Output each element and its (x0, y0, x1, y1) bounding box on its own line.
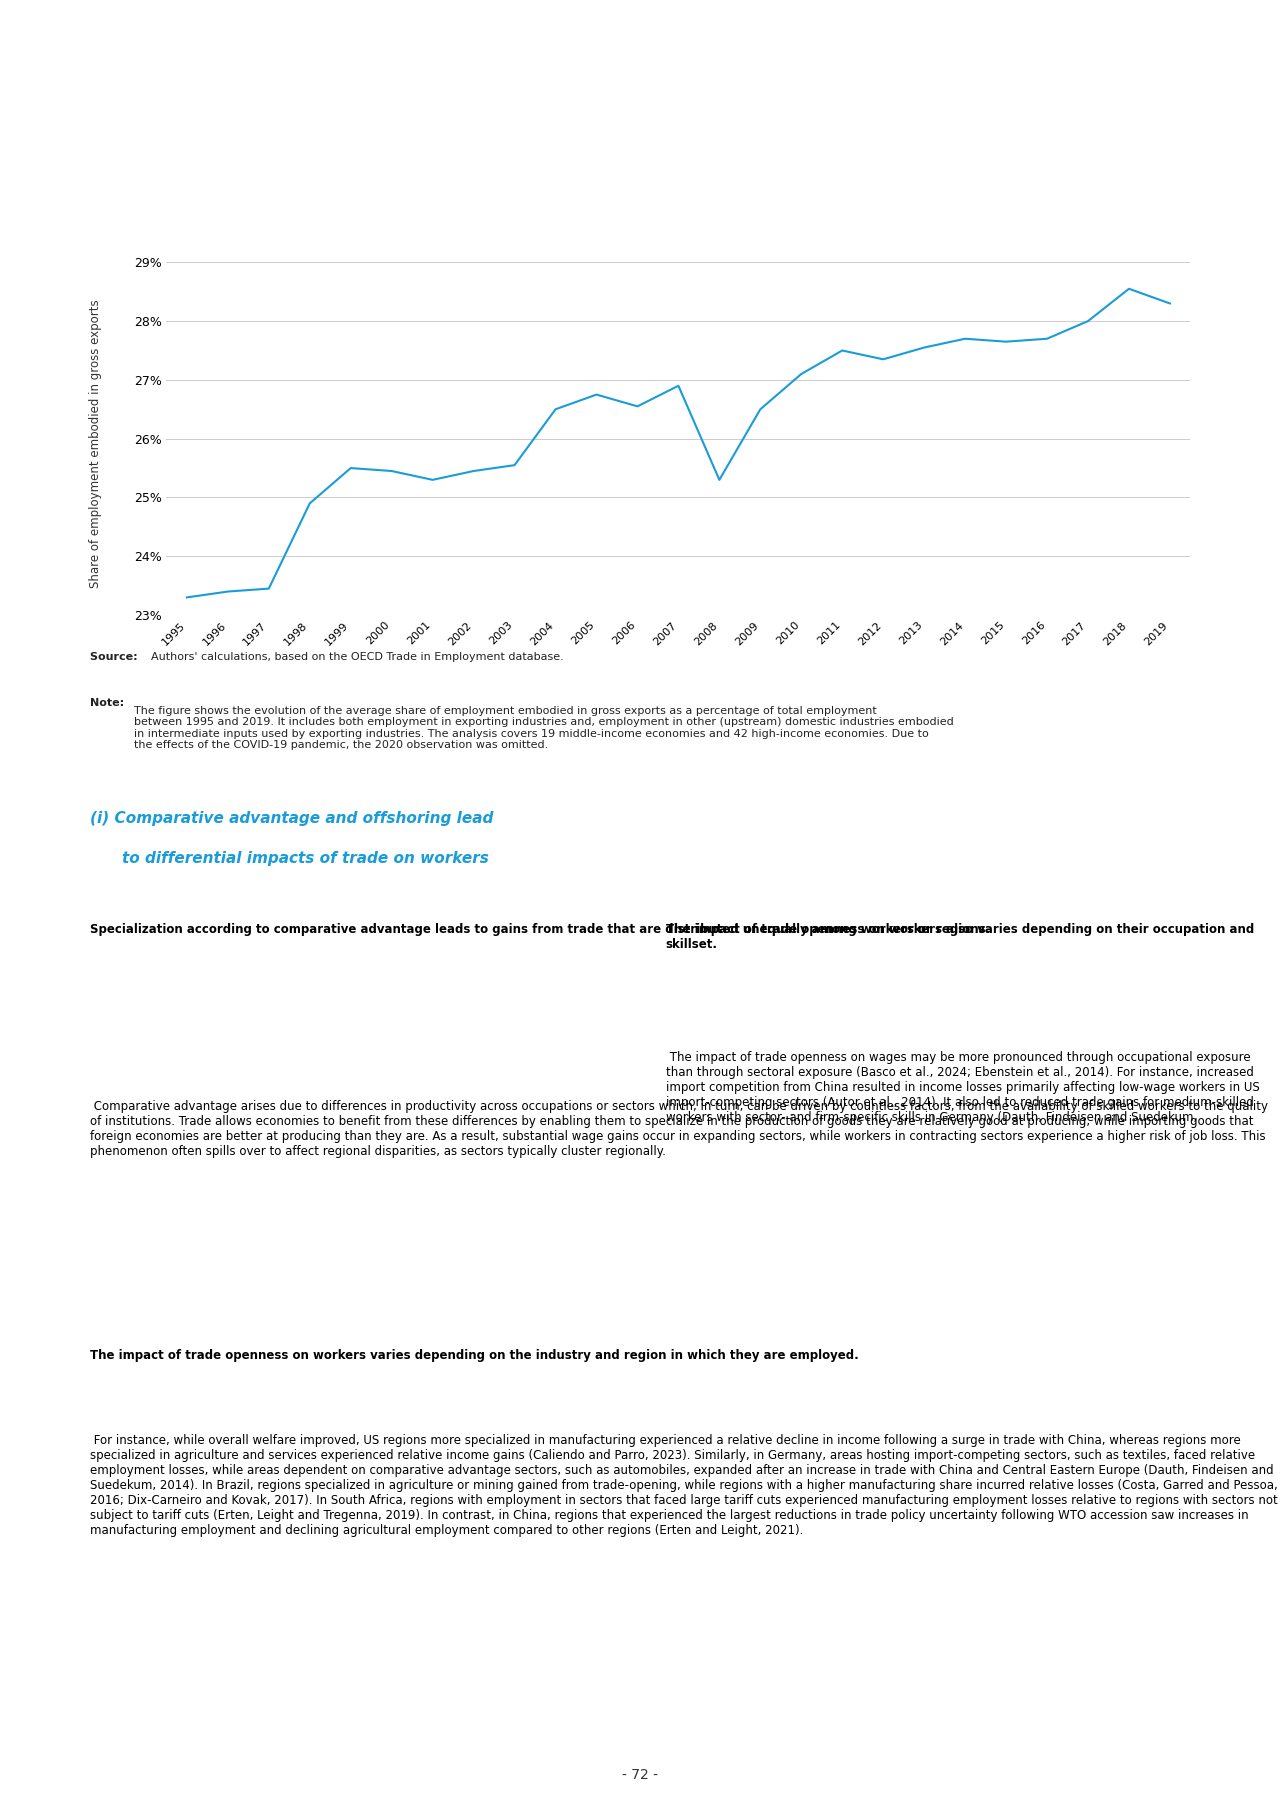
Text: The impact of trade openness on workers varies depending on the industry and reg: The impact of trade openness on workers … (90, 1350, 859, 1362)
Text: to differential impacts of trade on workers: to differential impacts of trade on work… (122, 850, 489, 867)
Text: Note:: Note: (90, 698, 128, 707)
Text: Authors' calculations, based on the OECD Trade in Employment database.: Authors' calculations, based on the OECD… (151, 653, 563, 662)
Text: (i) Comparative advantage and offshoring lead: (i) Comparative advantage and offshoring… (90, 810, 493, 827)
Text: Comparative advantage arises due to differences in productivity across occupatio: Comparative advantage arises due to diff… (90, 1100, 1267, 1158)
Text: Source:: Source: (90, 653, 141, 662)
Text: Specialization according to comparative advantage leads to gains from trade that: Specialization according to comparative … (90, 923, 989, 935)
Text: Figure C.5: Increasing share of employment embodied in exports, 1995-2019: Figure C.5: Increasing share of employme… (109, 204, 806, 221)
Text: For instance, while overall welfare improved, US regions more specialized in man: For instance, while overall welfare impr… (90, 1435, 1277, 1538)
Text: The impact of trade openness on workers also varies depending on their occupatio: The impact of trade openness on workers … (666, 923, 1254, 950)
Text: The impact of trade openness on wages may be more pronounced through occupationa: The impact of trade openness on wages ma… (666, 1051, 1260, 1125)
Text: Share of employment embodied in gross exports: Share of employment embodied in gross ex… (90, 298, 102, 588)
Text: - 72 -: - 72 - (622, 1767, 658, 1782)
Text: The figure shows the evolution of the average share of employment embodied in gr: The figure shows the evolution of the av… (134, 706, 954, 751)
